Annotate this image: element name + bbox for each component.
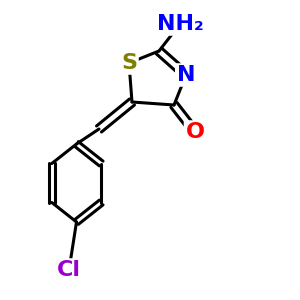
Text: S: S bbox=[121, 53, 137, 73]
Text: NH₂: NH₂ bbox=[157, 14, 203, 34]
Text: N: N bbox=[177, 65, 195, 85]
Text: Cl: Cl bbox=[57, 260, 81, 280]
Text: O: O bbox=[185, 122, 205, 142]
